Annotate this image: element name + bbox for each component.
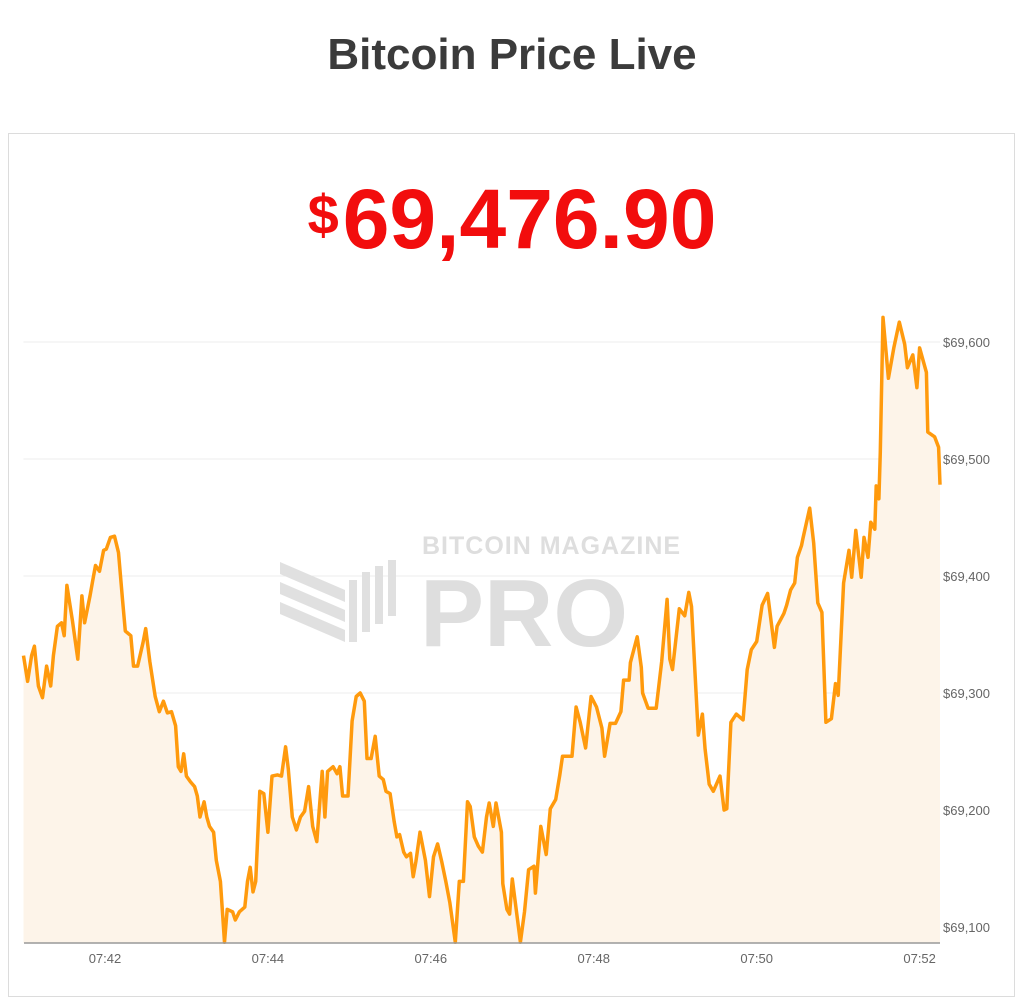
- y-tick-label: $69,600: [943, 335, 990, 350]
- live-price: $69,476.90: [0, 165, 1024, 269]
- y-tick-label: $69,500: [943, 452, 990, 467]
- x-tick-label: 07:46: [415, 951, 448, 966]
- price-points: [23, 317, 941, 943]
- watermark-bars-icon: [280, 560, 396, 642]
- x-tick-label: 07:42: [89, 951, 122, 966]
- watermark-logo: BITCOIN MAGAZINE PRO: [280, 532, 681, 667]
- chart-card: [8, 133, 1015, 997]
- x-axis-ticks: 07:42 07:44 07:46 07:48 07:50 07:52: [89, 951, 936, 966]
- y-axis-ticks: $69,100 $69,200 $69,300 $69,400 $69,500 $69,6…: [943, 335, 990, 935]
- x-tick-label: 07:52: [903, 951, 936, 966]
- price-area-fill: [23, 317, 940, 943]
- x-tick-label: 07:44: [252, 951, 285, 966]
- x-tick-label: 07:50: [740, 951, 773, 966]
- x-tick-label: 07:48: [577, 951, 610, 966]
- y-tick-label: $69,100: [943, 920, 990, 935]
- currency-symbol: $: [307, 183, 339, 246]
- page-title: Bitcoin Price Live: [327, 30, 697, 79]
- y-tick-label: $69,400: [943, 569, 990, 584]
- y-tick-label: $69,200: [943, 803, 990, 818]
- watermark-line1: BITCOIN MAGAZINE: [422, 532, 681, 560]
- price-value: 69,476.90: [342, 172, 717, 266]
- y-tick-label: $69,300: [943, 686, 990, 701]
- watermark-line2: PRO: [420, 560, 628, 667]
